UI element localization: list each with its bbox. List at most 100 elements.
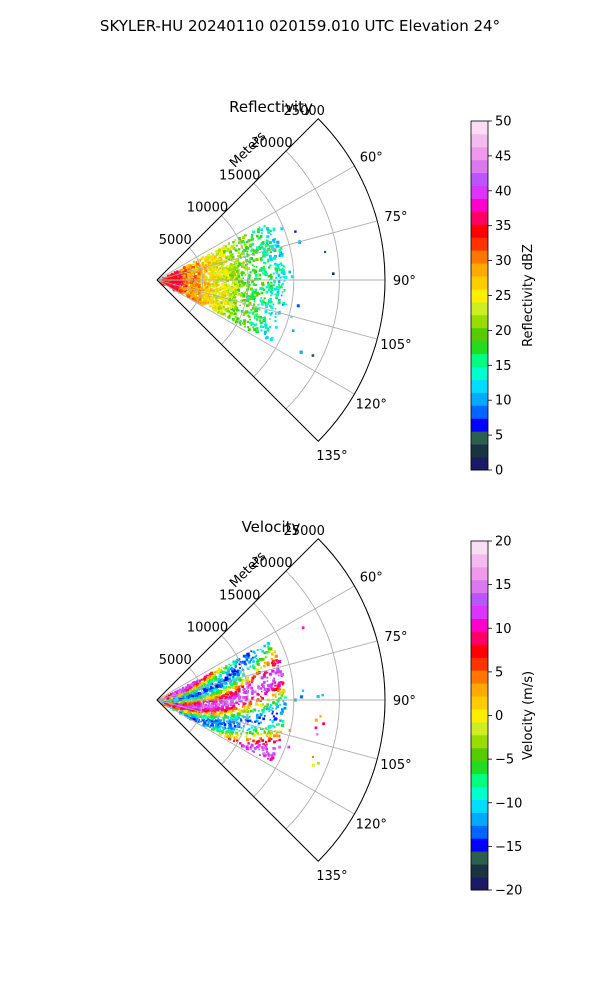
data-gate — [219, 261, 223, 265]
colorbar-swatch — [471, 721, 488, 736]
data-gate — [179, 284, 182, 287]
data-gate — [234, 291, 237, 295]
data-gate — [226, 691, 229, 694]
data-gate — [270, 753, 274, 757]
data-gate — [243, 325, 247, 328]
data-gate — [259, 737, 262, 740]
data-gate — [256, 659, 260, 663]
data-gate — [239, 718, 242, 721]
data-gate — [216, 719, 220, 723]
data-gate — [274, 654, 278, 658]
data-gate — [261, 268, 265, 272]
data-gate — [173, 700, 177, 704]
data-gate — [206, 701, 209, 703]
data-gate — [264, 310, 268, 314]
data-gate — [242, 654, 246, 658]
data-gate — [204, 264, 207, 267]
data-gate — [219, 275, 223, 279]
data-gate — [266, 687, 270, 691]
colorbar-tick-label: 5 — [495, 665, 503, 680]
data-gate — [209, 704, 211, 706]
data-gate — [279, 246, 283, 250]
data-gate — [242, 272, 245, 274]
data-gate — [228, 677, 231, 680]
data-gate — [263, 297, 266, 300]
data-gate — [194, 276, 197, 279]
data-gate — [226, 715, 229, 718]
data-gate — [211, 692, 214, 695]
data-gate — [279, 252, 281, 254]
radial-tick-label: 15000 — [219, 168, 260, 183]
data-gate — [229, 267, 233, 271]
data-gate — [244, 268, 247, 271]
data-gate — [217, 693, 221, 697]
data-gate — [205, 685, 209, 689]
data-gate — [222, 252, 226, 255]
data-gate — [257, 733, 260, 736]
data-gate — [233, 738, 236, 741]
data-gate — [229, 252, 232, 255]
data-gate — [227, 731, 231, 734]
angle-tick-label: 75° — [384, 210, 407, 225]
data-gate — [264, 244, 268, 247]
data-gate — [247, 298, 250, 301]
data-gate — [239, 742, 242, 745]
data-gate — [233, 319, 235, 321]
data-gate — [263, 730, 266, 732]
data-gate — [203, 301, 207, 305]
data-gate — [271, 693, 275, 697]
data-gate — [251, 697, 254, 700]
data-gate — [250, 236, 253, 239]
data-gate — [161, 279, 164, 282]
data-gate — [269, 297, 272, 301]
data-gate — [227, 689, 230, 692]
data-gate — [268, 266, 271, 269]
data-gate — [179, 289, 182, 292]
data-gate — [205, 282, 208, 285]
data-gate — [207, 261, 211, 265]
data-gate — [222, 694, 226, 698]
data-gate — [198, 712, 201, 715]
data-gate — [273, 254, 277, 258]
data-gate — [279, 262, 282, 265]
panel-title: Reflectivity — [229, 98, 313, 116]
data-gate — [195, 704, 198, 706]
colorbar-swatch — [471, 799, 488, 813]
data-gate — [260, 690, 263, 693]
data-gate — [253, 249, 256, 251]
data-gate — [173, 271, 176, 274]
data-gate — [264, 691, 268, 695]
data-gate — [230, 293, 233, 295]
data-gate — [253, 328, 257, 332]
data-gate — [246, 304, 249, 307]
data-gate — [197, 279, 201, 283]
data-gate — [256, 668, 259, 672]
data-gate — [239, 320, 242, 323]
data-gate — [250, 309, 253, 311]
data-gate — [268, 724, 272, 728]
data-gate — [248, 280, 250, 283]
data-gate — [197, 285, 201, 289]
data-gate — [210, 255, 213, 259]
colorbar-swatch — [471, 314, 488, 329]
colorbar-swatch — [471, 444, 488, 458]
data-gate — [187, 285, 190, 288]
data-gate — [167, 694, 170, 697]
data-gate — [204, 684, 206, 687]
data-gate — [264, 323, 268, 327]
data-gate — [271, 312, 273, 314]
data-gate — [237, 689, 241, 693]
data-gate — [231, 281, 235, 284]
colorbar-tick-label: 10 — [495, 622, 512, 637]
data-gate — [277, 689, 280, 693]
data-gate — [259, 243, 263, 247]
data-gate — [218, 722, 220, 725]
data-gate — [195, 693, 199, 697]
data-gate — [213, 277, 217, 280]
data-gate — [230, 714, 234, 717]
data-gate — [180, 707, 182, 710]
data-gate — [263, 746, 266, 750]
data-gate — [227, 270, 231, 274]
